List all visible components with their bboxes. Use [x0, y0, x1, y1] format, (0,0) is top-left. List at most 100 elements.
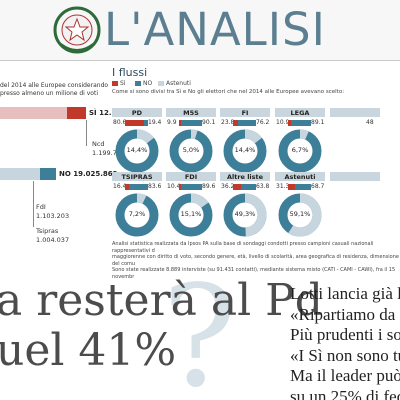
- bracket: [86, 120, 87, 146]
- section-subtitle: Come si sono divisi tra Sì e No gli elet…: [112, 89, 345, 95]
- no-bar: [40, 168, 56, 180]
- donut-astenuti-segment: [169, 129, 213, 173]
- ncd-value: 1.199.703: [92, 149, 126, 157]
- donut-chart: [223, 193, 267, 237]
- panel-no-bar: [128, 184, 148, 190]
- panel-si-bar: [179, 120, 182, 126]
- panel-si-value: 36.2: [221, 183, 235, 190]
- donut-astenuti-segment: [115, 193, 159, 237]
- panel-header: [166, 108, 216, 117]
- si-bar: [67, 107, 86, 119]
- panel-no-bar: [241, 184, 256, 190]
- panel-no-bar: [181, 120, 202, 126]
- donut-chart: [169, 193, 213, 237]
- panel-si-bar: [179, 184, 182, 190]
- panel-si-bar: [288, 120, 291, 126]
- panel-no-value: 89.1: [311, 119, 325, 126]
- panel-si-value: 31.3: [276, 183, 290, 190]
- donut-label: 49,3%: [234, 210, 256, 218]
- emblem-icon: [53, 6, 101, 54]
- donut-chart: [169, 129, 213, 173]
- question-mark-graphic: ?: [162, 256, 238, 400]
- panel-donut: 14,4%: [115, 129, 159, 173]
- panel-no-value: 83.6: [148, 183, 162, 190]
- headline-line: uel 41%: [0, 325, 177, 376]
- panel-no-bar: [181, 184, 202, 190]
- panel-si-bar: [125, 120, 144, 126]
- donut-chart: [115, 193, 159, 237]
- donut-astenuti-segment: [169, 193, 213, 237]
- panel-title: FDI: [184, 173, 198, 181]
- panel-si-bar: [233, 184, 242, 190]
- panel-no-bar: [290, 120, 311, 126]
- divider: [0, 60, 400, 61]
- intro-line-1: del 2014 alle Europee considerando: [0, 82, 109, 89]
- side-line: «Ripartiamo da q: [290, 304, 400, 324]
- panel-donut: 15,1%: [169, 193, 213, 237]
- panel-donut: 14,4%: [223, 129, 267, 173]
- panel-no-value: 89.6: [202, 183, 216, 190]
- panel-no-bar: [295, 184, 311, 190]
- panel-header: [220, 108, 270, 117]
- no-bar-light: [0, 168, 40, 180]
- panel-title: FI: [241, 109, 249, 117]
- donut-label: 59,1%: [289, 210, 311, 218]
- donut-chart: [278, 193, 322, 237]
- panel-si-bar: [288, 184, 296, 190]
- intro-line-2: presso almeno un milione di voti: [0, 90, 98, 97]
- panel-donut: 6,7%: [278, 129, 322, 173]
- panel-header: [112, 172, 162, 181]
- panel-title: M5S: [183, 109, 199, 117]
- donut-astenuti-segment: [223, 193, 267, 237]
- legend-swatch-astenuti: [158, 81, 164, 86]
- panel-si-value: 10.9: [276, 119, 290, 126]
- panel-header: [112, 108, 162, 117]
- bracket: [33, 181, 34, 206]
- donut-label: 5,0%: [182, 146, 200, 154]
- panel-si-value: 9.9: [167, 119, 177, 126]
- panel-si-bar: [125, 184, 129, 190]
- methodology-note: Analisi statistica realizzata da Ipsos P…: [112, 241, 400, 280]
- fdi-name: FdI: [36, 203, 46, 211]
- panel-si-value: 16.4: [113, 183, 127, 190]
- panel-si-value: 80.6: [113, 119, 127, 126]
- no-total: NO 19.025.863: [59, 170, 118, 178]
- donut-astenuti-segment: [115, 129, 159, 173]
- section-title: I flussi: [112, 66, 148, 79]
- panel-header: [330, 172, 380, 181]
- panel-header: [275, 108, 325, 117]
- panel-title: Astenuti: [284, 173, 316, 181]
- donut-label: 15,1%: [180, 210, 202, 218]
- headline-line: a resterà al Pd: [0, 275, 323, 326]
- donut-label: 6,7%: [291, 146, 309, 154]
- note-line: maggiorenne con diritto di voto, secondo…: [112, 254, 399, 267]
- panel-title: Altre liste: [226, 173, 264, 181]
- panel-header: [166, 172, 216, 181]
- bracket: [33, 206, 34, 227]
- donut-astenuti-segment: [223, 129, 267, 173]
- side-line: «I Sì non sono tu: [290, 345, 400, 365]
- note-line: Sono state realizzate 8.889 interviste (…: [112, 267, 396, 280]
- panel-si-bar: [233, 120, 239, 126]
- panel-no-value: 19.4: [148, 119, 162, 126]
- si-bar-light: [0, 107, 67, 119]
- donut-astenuti-segment: [278, 129, 322, 173]
- side-line: Ma il leader può c: [290, 366, 400, 385]
- donut-label: 14,4%: [126, 146, 148, 154]
- panel-header: [330, 108, 380, 117]
- donut-chart: [115, 129, 159, 173]
- donut-chart: [223, 129, 267, 173]
- side-line: Lotti lancia già la: [290, 284, 400, 303]
- donut-label: 14,4%: [234, 146, 256, 154]
- panel-no-value: 90.1: [202, 119, 216, 126]
- tsipras-value: 1.004.037: [36, 236, 70, 244]
- panel-no-value: 63.8: [256, 183, 270, 190]
- panel-title: PD: [131, 109, 143, 117]
- panel-no-value: 48: [366, 119, 374, 126]
- panel-donut: 5,0%: [169, 129, 213, 173]
- panel-title: LEGA: [290, 109, 310, 117]
- donut-chart: [278, 129, 322, 173]
- fdi-value: 1.103.203: [36, 212, 70, 220]
- donut-astenuti-segment: [278, 193, 322, 237]
- panel-no-bar: [143, 120, 148, 126]
